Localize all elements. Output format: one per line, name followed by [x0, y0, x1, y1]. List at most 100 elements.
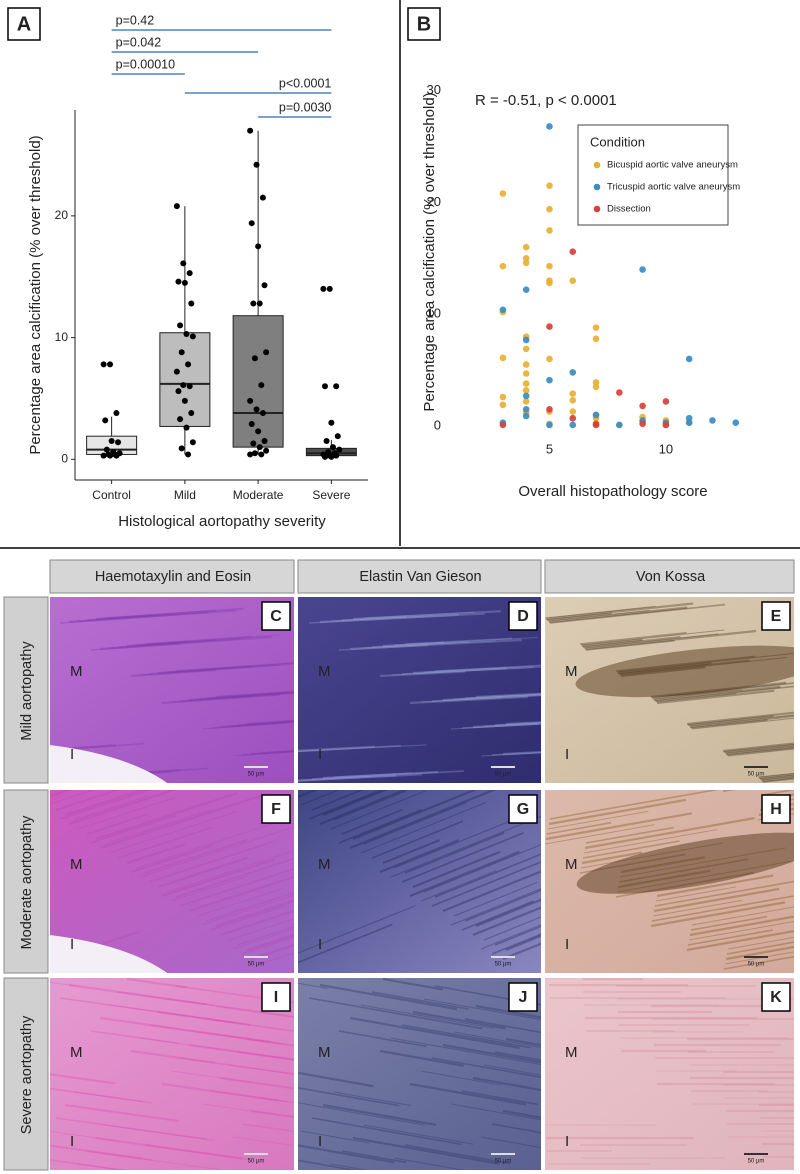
fiber: [502, 750, 541, 756]
point: [175, 278, 182, 285]
fiber: [197, 887, 284, 917]
media-label: M: [70, 856, 83, 873]
fiber: [475, 1004, 541, 1019]
point: [709, 417, 716, 424]
fiber: [691, 717, 794, 730]
point: [102, 417, 109, 424]
fiber: [686, 930, 794, 952]
fiber: [250, 1109, 294, 1119]
fiber: [352, 1136, 499, 1165]
fiber: [615, 655, 756, 672]
fiber: [333, 1091, 411, 1107]
fiber: [434, 664, 541, 672]
fiber: [250, 943, 294, 961]
fiber: [130, 1049, 216, 1064]
fiber: [491, 933, 541, 955]
fiber: [206, 691, 294, 699]
fiber: [166, 998, 294, 1018]
fiber: [338, 644, 428, 651]
fiber: [491, 751, 541, 756]
point: [180, 382, 187, 389]
fiber: [90, 1030, 180, 1045]
fiber: [360, 801, 487, 854]
panel-letter-box: [508, 794, 538, 824]
fiber: [228, 720, 294, 727]
fiber: [724, 745, 794, 754]
fiber: [687, 929, 773, 946]
fiber: [759, 774, 794, 780]
point: [248, 421, 255, 428]
point: [261, 438, 268, 445]
fiber: [651, 895, 794, 922]
fiber: [298, 905, 416, 954]
fiber: [298, 1159, 358, 1170]
point: [569, 277, 577, 285]
fiber: [352, 610, 501, 621]
row-title: Mild aortopathy: [19, 641, 35, 741]
fiber: [545, 812, 692, 841]
fiber: [95, 792, 238, 841]
panel-label: A: [17, 13, 31, 35]
fiber: [412, 850, 501, 889]
intima-label: I: [565, 936, 569, 953]
point: [263, 447, 270, 454]
fiber: [228, 918, 294, 941]
fiber: [108, 810, 238, 854]
fiber: [480, 752, 541, 757]
scale-label: 50 µm: [748, 1159, 765, 1165]
fiber: [300, 775, 370, 781]
fiber: [201, 1103, 294, 1118]
point: [256, 444, 263, 451]
fiber: [50, 742, 144, 752]
fiber: [401, 1024, 532, 1049]
fiber: [311, 790, 364, 811]
fiber: [50, 1087, 143, 1103]
fiber: [652, 899, 742, 917]
fiber: [390, 815, 541, 878]
fiber: [341, 808, 403, 835]
legend-box: [577, 124, 729, 226]
fiber: [73, 795, 149, 821]
fiber: [77, 613, 180, 622]
media-label: M: [318, 663, 331, 680]
fiber: [762, 777, 794, 783]
fiber: [547, 609, 650, 622]
fiber: [404, 832, 505, 874]
fiber: [617, 869, 711, 889]
point: [569, 421, 577, 429]
fiber: [404, 637, 512, 645]
fiber: [298, 744, 427, 753]
fiber: [494, 1051, 541, 1061]
fiber: [502, 942, 541, 961]
fiber: [298, 773, 422, 782]
legend-label: Tricuspid aortic valve aneurysm: [607, 182, 740, 193]
fiber: [144, 1144, 252, 1161]
fiber: [620, 856, 705, 874]
point: [113, 452, 120, 459]
fiber: [654, 685, 794, 702]
fiber: [409, 850, 520, 898]
point: [177, 322, 184, 329]
fiber: [726, 941, 794, 955]
fiber: [241, 750, 294, 756]
point: [253, 406, 260, 413]
column-title: Haemotaxylin and Eosin: [95, 569, 251, 585]
fiber: [585, 826, 674, 844]
point: [639, 266, 646, 273]
fiber: [545, 602, 694, 621]
p-value: p<0.0001: [279, 76, 332, 90]
point: [251, 355, 258, 362]
point: [256, 300, 263, 307]
x-tick-label: 10: [659, 441, 673, 456]
micrograph: [50, 790, 294, 973]
fiber: [580, 842, 723, 869]
fiber: [545, 824, 655, 845]
fiber: [232, 1136, 294, 1147]
fiber: [148, 664, 280, 675]
fiber: [157, 665, 252, 675]
fiber: [319, 790, 408, 826]
row-header: [3, 596, 49, 784]
point: [616, 421, 623, 429]
fiber: [175, 661, 294, 672]
fiber: [237, 1051, 294, 1061]
